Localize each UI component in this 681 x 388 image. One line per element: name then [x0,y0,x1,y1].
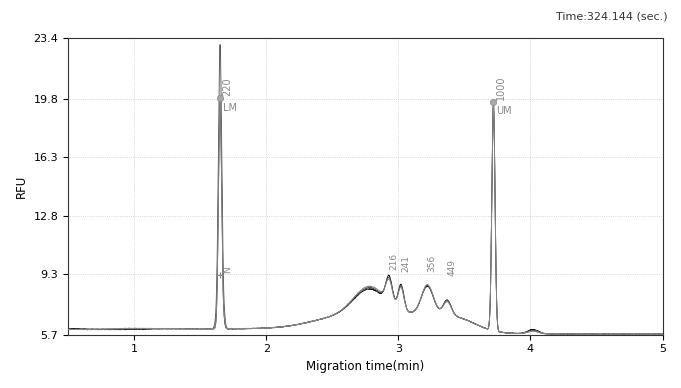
Text: LM: LM [223,102,237,113]
Text: N: N [223,267,232,274]
Text: 216: 216 [389,253,398,270]
Text: 1000: 1000 [496,75,506,99]
Text: 449: 449 [447,259,456,276]
Text: 241: 241 [401,255,410,272]
Text: 220: 220 [223,77,233,96]
X-axis label: Migration time(min): Migration time(min) [306,360,424,373]
Y-axis label: RFU: RFU [15,175,28,198]
Text: Time:324.144 (sec.): Time:324.144 (sec.) [556,12,667,22]
Text: UM: UM [496,106,511,116]
Text: 356: 356 [428,255,437,272]
